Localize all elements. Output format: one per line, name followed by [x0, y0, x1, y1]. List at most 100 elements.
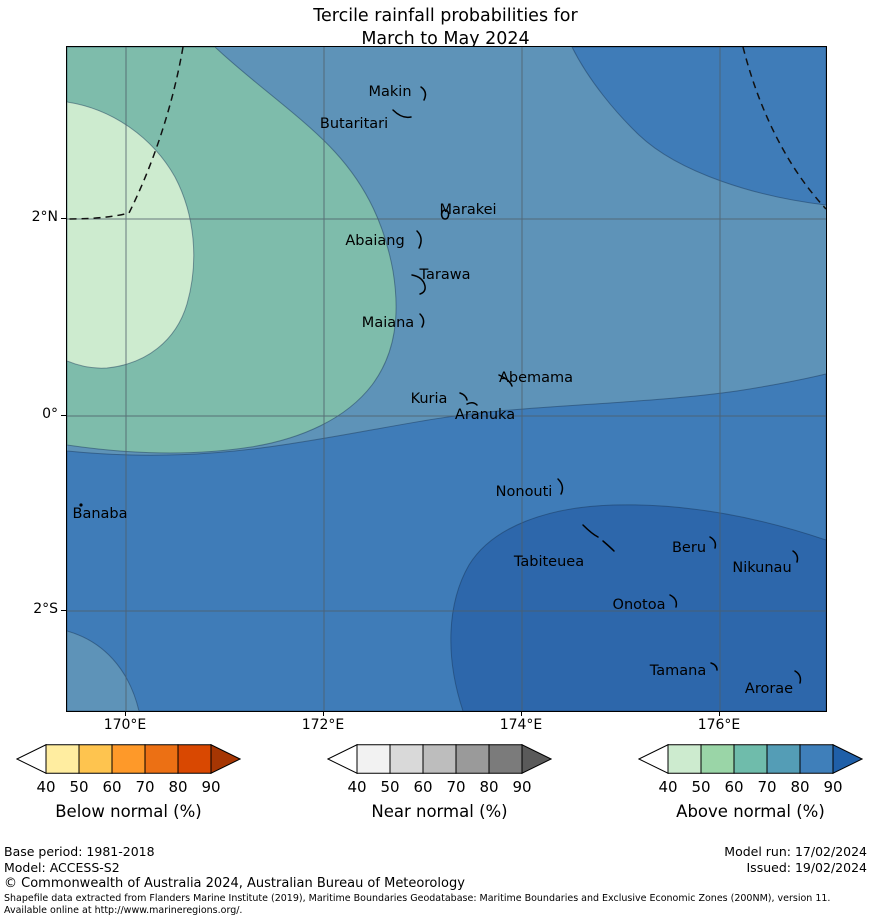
- island-mark-onotoa: [669, 594, 678, 608]
- x-axis-label-174e: 174°E: [499, 717, 543, 733]
- x-axis-tick: [125, 711, 126, 716]
- island-label-banaba: Banaba: [72, 506, 128, 522]
- shapefile-attribution-text: Shapefile data extracted from Flanders M…: [4, 893, 831, 917]
- island-label-onotoa: Onotoa: [612, 597, 666, 613]
- colorbar-tick: 60: [413, 778, 433, 796]
- colorbar-cell: [78, 744, 113, 774]
- legend-caption-above: Above normal (%): [676, 802, 825, 821]
- island-label-tarawa: Tarawa: [419, 267, 471, 283]
- tercile-probability-map: [67, 47, 826, 711]
- x-axis-tick: [521, 711, 522, 716]
- island-mark-nonouti: [557, 478, 564, 495]
- island-mark-tabiteuea: [582, 524, 615, 552]
- eez-boundary-northwest: [67, 47, 184, 220]
- colorbar-tick: 80: [479, 778, 499, 796]
- colorbar-cell: [144, 744, 179, 774]
- colorbar-cell: [389, 744, 424, 774]
- island-mark-nikunau: [792, 550, 799, 563]
- x-axis-label-172e: 172°E: [301, 717, 345, 733]
- island-mark-arorae: [794, 670, 802, 684]
- island-label-makin: Makin: [368, 84, 412, 100]
- island-label-tamana: Tamana: [649, 663, 707, 679]
- island-label-aranuka: Aranuka: [454, 407, 516, 423]
- model-run-text: Model run: 17/02/2024: [724, 844, 867, 859]
- island-label-abemama: Abemama: [498, 370, 574, 386]
- colorbar-ticks-below: 40 50 60 70 80 90: [16, 778, 241, 800]
- colorbar-left-arrow: [638, 744, 669, 774]
- legend-caption-below: Below normal (%): [55, 802, 202, 821]
- colorbar-cell: [766, 744, 801, 774]
- island-mark-butaritari: [392, 109, 412, 119]
- x-axis-tick: [323, 711, 324, 716]
- colorbar-tick: 90: [201, 778, 221, 796]
- colorbar-tick: 90: [823, 778, 843, 796]
- region-above-80-90: [450, 504, 826, 711]
- colorbar-left-arrow: [16, 744, 47, 774]
- island-mark-abaiang: [416, 230, 422, 249]
- colorbar-tick: 50: [380, 778, 400, 796]
- colorbar-tick: 40: [658, 778, 678, 796]
- y-axis-tick: [61, 218, 66, 219]
- colorbar-cell: [422, 744, 457, 774]
- colorbar-tick: 60: [102, 778, 122, 796]
- colorbar-ticks-above: 40 50 60 70 80 90: [638, 778, 863, 800]
- y-axis-label-2n: 2°N: [31, 209, 58, 225]
- y-axis-label-0: 0°: [42, 406, 58, 422]
- chart-title-line2: March to May 2024: [361, 29, 530, 50]
- colorbar-tick: 80: [168, 778, 188, 796]
- model-text: Model: ACCESS-S2: [4, 860, 120, 875]
- island-mark-kuria: [459, 392, 468, 401]
- colorbar-near-normal: [327, 744, 552, 774]
- x-axis-label-176e: 176°E: [697, 717, 741, 733]
- region-bottom-left: [67, 630, 140, 711]
- island-label-maiana: Maiana: [361, 315, 415, 331]
- island-label-nonouti: Nonouti: [495, 484, 553, 500]
- island-label-kuria: Kuria: [410, 391, 448, 407]
- map-area: Makin Butaritari Marakei Abaiang Tarawa …: [66, 46, 827, 712]
- colorbar-cell: [488, 744, 523, 774]
- colorbar-tick: 50: [691, 778, 711, 796]
- colorbar-tick: 70: [135, 778, 155, 796]
- colorbar-cell: [45, 744, 80, 774]
- colorbar-tick: 40: [36, 778, 56, 796]
- issued-text: Issued: 19/02/2024: [746, 860, 868, 875]
- colorbar-tick: 80: [790, 778, 810, 796]
- island-mark-makin: [420, 86, 427, 101]
- x-axis-tick: [719, 711, 720, 716]
- colorbar-cell: [667, 744, 702, 774]
- island-mark-banaba: [79, 503, 83, 507]
- y-axis-label-2s: 2°S: [33, 601, 58, 617]
- legend-near-normal: 40 50 60 70 80 90 Near normal (%): [327, 744, 552, 821]
- island-mark-beru: [709, 536, 717, 549]
- island-label-tabiteuea: Tabiteuea: [513, 554, 585, 570]
- colorbar-tick: 40: [347, 778, 367, 796]
- island-label-beru: Beru: [671, 540, 707, 556]
- colorbar-tick: 50: [69, 778, 89, 796]
- region-above-70-80-north: [571, 47, 826, 206]
- island-label-butaritari: Butaritari: [319, 116, 389, 132]
- x-axis-label-170e: 170°E: [103, 717, 147, 733]
- colorbar-right-arrow: [832, 744, 863, 774]
- colorbar-cell: [356, 744, 391, 774]
- colorbar-cell: [733, 744, 768, 774]
- colorbar-cell: [700, 744, 735, 774]
- colorbar-tick: 70: [446, 778, 466, 796]
- island-label-nikunau: Nikunau: [732, 560, 792, 576]
- colorbar-tick: 60: [724, 778, 744, 796]
- island-label-marakei: Marakei: [439, 202, 497, 218]
- chart-title: Tercile rainfall probabilities for March…: [66, 5, 825, 51]
- colorbar-tick: 70: [757, 778, 777, 796]
- eez-boundary-northeast: [742, 47, 826, 210]
- island-mark-aranuka: [466, 401, 478, 406]
- copyright-text: © Commonwealth of Australia 2024, Austra…: [4, 876, 465, 891]
- island-mark-tamana: [710, 662, 718, 671]
- island-mark-tarawa: [411, 274, 426, 295]
- island-marks: [79, 86, 802, 684]
- y-axis-tick: [61, 610, 66, 611]
- island-mark-abemama: [498, 374, 513, 387]
- colorbar-cell: [799, 744, 834, 774]
- legend-below-normal: 40 50 60 70 80 90 Below normal (%): [16, 744, 241, 821]
- chart-title-line1: Tercile rainfall probabilities for: [313, 6, 578, 26]
- colorbar-below-normal: [16, 744, 241, 774]
